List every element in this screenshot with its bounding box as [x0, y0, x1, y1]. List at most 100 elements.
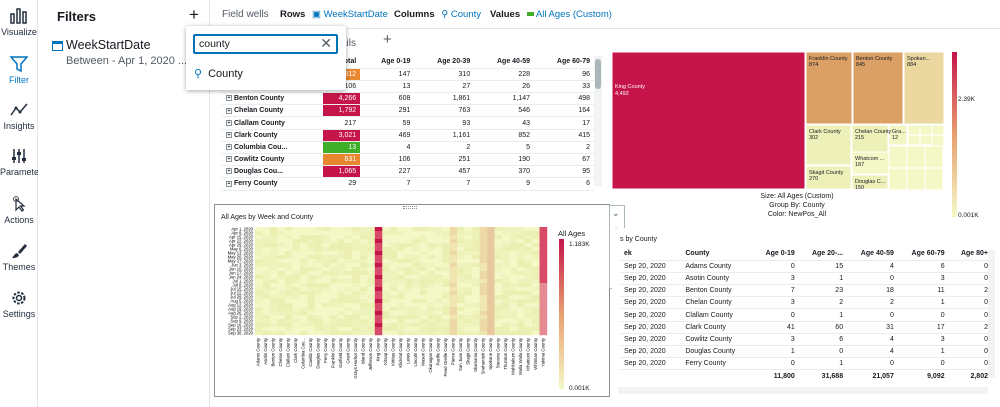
heatmap-cell[interactable]	[464, 323, 473, 328]
heatmap-cell[interactable]	[404, 319, 413, 324]
heatmap-cell[interactable]	[412, 243, 420, 248]
heatmap-cell[interactable]	[427, 263, 435, 268]
heatmap-cell[interactable]	[337, 299, 346, 304]
heatmap-cell[interactable]	[344, 243, 353, 248]
heatmap-cell[interactable]	[434, 327, 443, 332]
heatmap-cell[interactable]	[509, 311, 518, 316]
heatmap-cell[interactable]	[255, 239, 263, 244]
heatmap-cell[interactable]	[494, 291, 503, 296]
heatmap-cell[interactable]	[517, 327, 525, 332]
pivot-cell[interactable]: 546	[474, 104, 535, 118]
heatmap-cell[interactable]	[277, 319, 286, 324]
heatmap-cell[interactable]	[322, 263, 331, 268]
heatmap-cell[interactable]	[517, 331, 525, 336]
heatmap-cell[interactable]	[539, 327, 548, 332]
heatmap-cell[interactable]	[322, 303, 331, 308]
heatmap-cell[interactable]	[352, 303, 361, 308]
heatmap-cell[interactable]	[314, 307, 323, 312]
heatmap-cell[interactable]	[502, 299, 510, 304]
heatmap-cell[interactable]	[412, 287, 420, 292]
heatmap-cell[interactable]	[262, 259, 271, 264]
rail-parameters[interactable]: Parameters	[0, 148, 47, 177]
heatmap-cell[interactable]	[269, 243, 278, 248]
heatmap-cell[interactable]	[389, 275, 398, 280]
heatmap-cell[interactable]	[539, 295, 548, 300]
heatmap-cell[interactable]	[352, 271, 361, 276]
heatmap-cell[interactable]	[262, 247, 271, 252]
heatmap-cell[interactable]	[255, 263, 263, 268]
heatmap-cell[interactable]	[517, 247, 525, 252]
heatmap-cell[interactable]	[442, 307, 450, 312]
heatmap-cell[interactable]	[427, 291, 435, 296]
drag-handle[interactable]	[403, 206, 417, 209]
heatmap-cell[interactable]	[269, 331, 278, 336]
heatmap-cell[interactable]	[344, 259, 353, 264]
heatmap-cell[interactable]	[262, 319, 271, 324]
heatmap-cell[interactable]	[344, 319, 353, 324]
heatmap-cell[interactable]	[419, 311, 428, 316]
heatmap-cell[interactable]	[255, 303, 263, 308]
heatmap-cell[interactable]	[404, 299, 413, 304]
heatmap-cell[interactable]	[255, 235, 263, 240]
pivot-cell[interactable]: 2	[534, 141, 594, 155]
heatmap-cell[interactable]	[307, 331, 316, 336]
heatmap-cell[interactable]	[419, 231, 428, 236]
pivot-total-cell[interactable]: 1,065	[322, 165, 361, 179]
pivot-header[interactable]: Age 40-59	[474, 56, 535, 69]
heatmap-cell[interactable]	[464, 255, 473, 260]
heatmap-cell[interactable]	[337, 291, 346, 296]
heatmap-cell[interactable]	[487, 231, 495, 236]
heatmap-cell[interactable]	[449, 239, 458, 244]
heatmap-cell[interactable]	[449, 319, 458, 324]
heatmap-cell[interactable]	[359, 231, 368, 236]
heatmap-cell[interactable]	[337, 287, 346, 292]
heatmap-cell[interactable]	[427, 319, 435, 324]
heatmap-cell[interactable]	[255, 275, 263, 280]
heatmap-cell[interactable]	[427, 287, 435, 292]
heatmap-cell[interactable]	[494, 243, 503, 248]
heatmap-cell[interactable]	[262, 235, 271, 240]
heatmap-cell[interactable]	[404, 251, 413, 256]
heatmap-cell[interactable]	[442, 291, 450, 296]
table-row[interactable]: Sep 20, 2020 Ferry County 0 1 0 0 0	[620, 357, 992, 371]
heatmap-cell[interactable]	[262, 307, 271, 312]
rail-actions[interactable]: Actions	[0, 196, 38, 225]
heatmap-cell[interactable]	[277, 259, 286, 264]
heatmap-cell[interactable]	[292, 231, 301, 236]
heatmap-cell[interactable]	[269, 239, 278, 244]
treemap-visual[interactable]: King County 4,492 Franklin County 874 Benton…	[611, 51, 1000, 224]
heatmap-cell[interactable]	[457, 239, 465, 244]
heatmap-cell[interactable]	[397, 271, 405, 276]
heatmap-cell[interactable]	[404, 331, 413, 336]
heatmap-cell[interactable]	[472, 287, 480, 292]
heatmap-cell[interactable]	[517, 263, 525, 268]
heatmap-cell[interactable]	[359, 299, 368, 304]
heatmap-cell[interactable]	[382, 287, 390, 292]
heatmap-cell[interactable]	[472, 227, 480, 232]
heatmap-cell[interactable]	[509, 279, 518, 284]
heatmap-cell[interactable]	[262, 251, 271, 256]
heatmap-cell[interactable]	[479, 231, 488, 236]
heatmap-cell[interactable]	[434, 263, 443, 268]
heatmap-cell[interactable]	[367, 247, 375, 252]
heatmap-cell[interactable]	[359, 331, 368, 336]
heatmap-cell[interactable]	[539, 267, 548, 272]
heatmap-cell[interactable]	[494, 327, 503, 332]
heatmap-cell[interactable]	[404, 247, 413, 252]
heatmap-cell[interactable]	[314, 295, 323, 300]
heatmap-cell[interactable]	[292, 275, 301, 280]
heatmap-cell[interactable]	[494, 239, 503, 244]
heatmap-cell[interactable]	[329, 247, 338, 252]
heatmap-cell[interactable]	[307, 275, 316, 280]
heatmap-cell[interactable]	[284, 251, 293, 256]
heatmap-cell[interactable]	[359, 279, 368, 284]
expand-row-icon[interactable]: +	[226, 168, 232, 175]
heatmap-cell[interactable]	[329, 227, 338, 232]
heatmap-cell[interactable]	[479, 311, 488, 316]
heatmap-cell[interactable]	[419, 299, 428, 304]
heatmap-cell[interactable]	[329, 235, 338, 240]
heatmap-cell[interactable]	[427, 251, 435, 256]
heatmap-cell[interactable]	[277, 311, 286, 316]
heatmap-cell[interactable]	[517, 323, 525, 328]
heatmap-cell[interactable]	[397, 283, 405, 288]
